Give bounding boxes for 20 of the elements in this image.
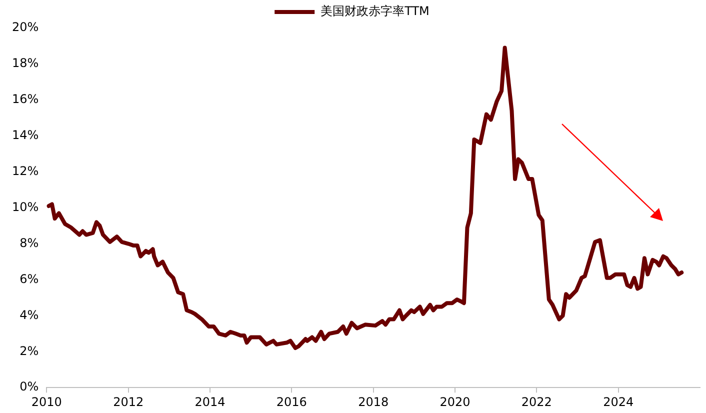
y-tick-label: 6% [20,272,39,286]
y-tick-label: 14% [12,128,39,142]
y-tick-label: 4% [20,308,39,322]
y-tick-label: 12% [12,164,39,178]
y-tick-label: 16% [12,92,39,106]
y-tick-label: 2% [20,344,39,358]
y-tick-label: 10% [12,200,39,214]
y-tick-label: 18% [12,56,39,70]
x-tick-label: 2024 [603,394,634,409]
x-tick-label: 2010 [31,394,62,409]
x-tick-label: 2014 [194,394,226,409]
y-tick-label: 8% [20,236,39,250]
x-tick-label: 2020 [440,394,470,409]
y-tick-label: 20% [12,20,39,34]
x-tick-label: 2012 [113,394,144,409]
x-tick-label: 2016 [276,394,307,409]
y-tick-label: 0% [20,380,39,394]
x-tick-label: 2018 [358,394,389,409]
x-tick-label: 2022 [521,394,552,409]
legend-label: 美国财政赤字率TTM [320,4,430,18]
